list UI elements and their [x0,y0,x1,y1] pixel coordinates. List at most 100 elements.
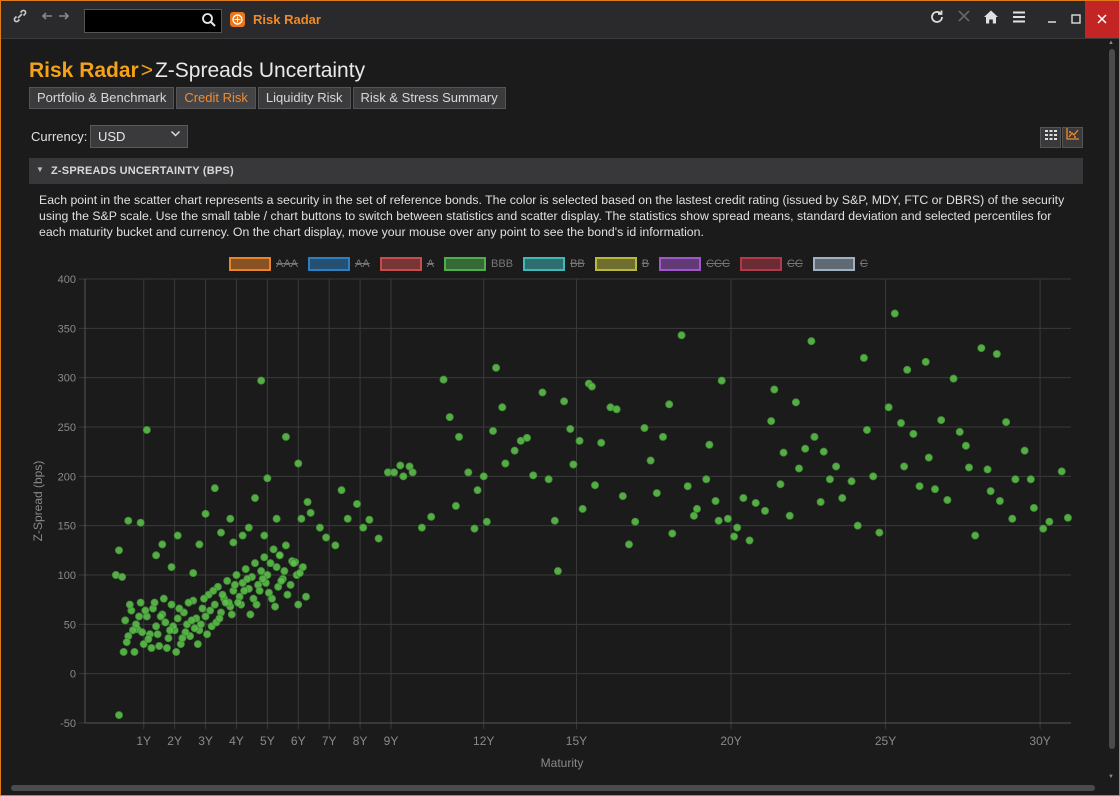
horizontal-scroll-thumb[interactable] [11,785,1095,791]
data-point [832,462,841,471]
scroll-down-icon[interactable]: ▼ [1108,774,1114,780]
data-point [295,569,304,578]
legend-item-a[interactable]: A [379,257,434,271]
data-point [779,448,788,457]
data-point [206,606,215,615]
vertical-scroll-thumb[interactable] [1109,49,1115,749]
data-point [144,635,153,644]
vertical-scrollbar[interactable]: ▲ ▼ [1105,39,1119,781]
legend-item-bbb[interactable]: BBB [444,257,513,271]
x-tick-label: 30Y [1029,734,1050,748]
search-input[interactable] [89,12,198,30]
breadcrumb: Risk Radar>Z-Spreads Uncertainty [29,59,365,83]
data-point [770,385,779,394]
legend-swatch [739,257,782,271]
data-point [153,630,162,639]
data-point [659,432,668,441]
link-icon[interactable] [10,9,30,29]
data-point [289,559,298,568]
horizontal-scrollbar[interactable] [1,781,1105,795]
chart-view-button[interactable] [1062,127,1083,148]
data-point [210,484,219,493]
data-point [625,540,634,549]
maximize-button[interactable] [1059,1,1093,38]
breadcrumb-root[interactable]: Risk Radar [29,59,139,82]
section-header[interactable]: ▼ Z-SPREADS UNCERTAINTY (BPS) [29,158,1083,184]
data-point [408,468,417,477]
legend-swatch [308,257,351,271]
data-point [683,482,692,491]
data-point [233,598,242,607]
data-point [263,474,272,483]
data-point [396,461,405,470]
close-x-icon[interactable] [954,9,974,29]
section-description: Each point in the scatter chart represen… [39,193,1065,239]
data-point [587,382,596,391]
y-tick-label: 100 [58,570,76,582]
data-point [810,432,819,441]
risk-radar-app-icon [230,12,245,27]
home-icon[interactable] [981,9,1001,29]
data-point [230,580,239,589]
data-point [863,425,872,434]
legend-item-aaa[interactable]: AAA [229,257,298,271]
data-point [875,528,884,537]
data-point [178,634,187,643]
tab-risk-stress-summary[interactable]: Risk & Stress Summary [352,87,506,109]
data-point [147,644,156,653]
data-point [677,331,686,340]
y-tick-label: -50 [60,718,76,730]
data-point [1039,524,1048,533]
data-point [689,511,698,520]
data-point [173,614,182,623]
data-point [281,541,290,550]
search-icon[interactable] [201,12,217,28]
y-tick-label: 150 [58,521,76,533]
data-point [909,429,918,438]
table-view-button[interactable] [1040,127,1061,148]
data-point [1020,446,1029,455]
data-point [322,533,331,542]
legend-item-bb[interactable]: BB [523,257,585,271]
data-point [365,515,374,524]
data-point [241,565,250,574]
data-point [232,571,241,580]
legend-item-b[interactable]: B [594,257,649,271]
data-point [175,604,184,613]
data-point [745,536,754,545]
data-point [119,647,128,656]
data-point [286,580,295,589]
data-point [791,398,800,407]
scroll-up-icon[interactable]: ▲ [1108,40,1114,46]
data-point [226,514,235,523]
data-point [618,492,627,501]
tab-portfolio-benchmark[interactable]: Portfolio & Benchmark [29,87,175,109]
legend-item-cc[interactable]: CC [739,257,803,271]
data-point [652,489,661,498]
forward-icon[interactable] [54,9,74,29]
back-icon[interactable] [37,9,57,29]
data-point [717,376,726,385]
data-point [203,630,212,639]
currency-dropdown[interactable]: USD [90,125,188,148]
minimize-button[interactable] [1035,1,1069,38]
data-point [122,638,131,647]
menu-icon[interactable] [1009,9,1029,29]
legend-item-c[interactable]: C [812,257,868,271]
data-point [693,504,702,513]
data-point [165,626,174,635]
tab-credit-risk[interactable]: Credit Risk [176,87,256,109]
currency-value: USD [98,129,126,144]
data-point [702,475,711,484]
legend-item-ccc[interactable]: CCC [659,257,730,271]
window-close-button[interactable] [1085,1,1119,38]
data-point [135,612,144,621]
data-point [201,612,210,621]
x-tick-label: 12Y [473,734,494,748]
plot-area [85,279,1071,723]
refresh-icon[interactable] [927,9,947,29]
legend-item-aa[interactable]: AA [308,257,370,271]
tab-liquidity-risk[interactable]: Liquidity Risk [257,87,351,109]
data-point [264,588,273,597]
